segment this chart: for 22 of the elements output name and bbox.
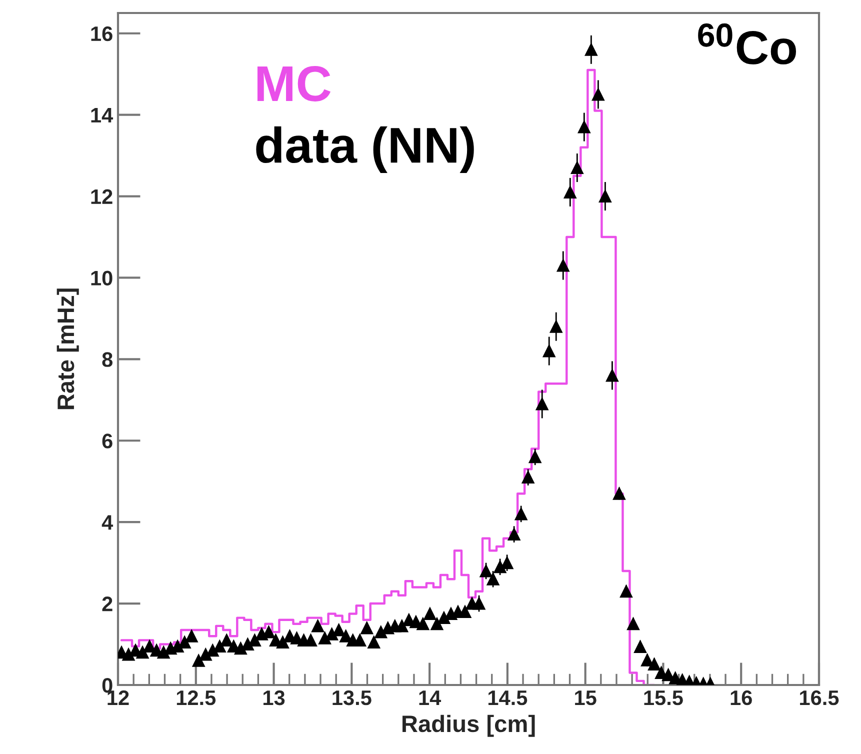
x-tick-label: 15.5 (644, 690, 683, 706)
x-axis-title: Radius [cm] (402, 714, 535, 737)
y-tick-label: 8 (102, 352, 112, 367)
x-tick-label: 16.5 (800, 690, 839, 706)
y-axis-title: Rate [mHz] (56, 288, 79, 410)
text: MC (257, 66, 331, 102)
y-tick-label: 10 (91, 270, 112, 286)
y-tick-label: 6 (102, 434, 112, 448)
x-tick-label: 14 (419, 690, 442, 705)
x-tick-label: 15 (575, 690, 596, 706)
y-tick-label: 14 (91, 108, 114, 122)
x-tick-label: 12.5 (176, 690, 216, 706)
y-tick-label: 2 (102, 596, 112, 612)
x-tick-label: 13 (264, 690, 285, 706)
x-tick-label: 13.5 (332, 690, 372, 706)
annotation: $^{60}$Co (698, 23, 796, 64)
x-tick-label: 14.5 (488, 690, 528, 706)
x-tick-label: 16 (730, 690, 752, 706)
y-tick-label: 12 (91, 189, 112, 204)
series-label: data (NN) (256, 126, 474, 173)
y-tick-label: 16 (91, 26, 112, 42)
y-tick-label: 4 (102, 515, 114, 530)
